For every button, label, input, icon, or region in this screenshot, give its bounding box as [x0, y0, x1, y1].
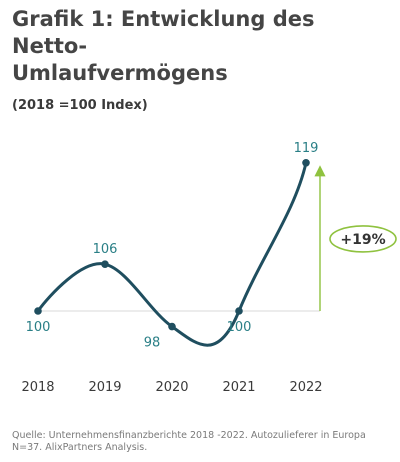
data-point-2021	[235, 307, 243, 315]
growth-badge	[329, 225, 397, 253]
data-label-2020: 98	[144, 336, 161, 351]
chart-subtitle: (2018 =100 Index)	[12, 98, 148, 113]
data-points	[34, 159, 310, 331]
data-point-2018	[34, 307, 42, 315]
data-point-2020	[168, 322, 176, 331]
chart-title-line1: Grafik 1: Entwicklung des Netto-	[12, 7, 315, 58]
data-point-2019	[101, 260, 109, 269]
data-labels: 100 106 98 100 119	[26, 141, 319, 351]
data-point-2022	[302, 159, 310, 167]
data-label-2019: 106	[93, 242, 118, 257]
data-label-2018: 100	[26, 320, 51, 335]
growth-badge-label: +19%	[340, 232, 385, 248]
x-tick-2019: 2019	[88, 380, 121, 395]
source-note: Quelle: Unternehmensfinanzberichte 2018 …	[12, 430, 392, 454]
x-tick-2022: 2022	[289, 380, 322, 395]
x-axis-tick-labels: 2018 2019 2020 2021 2022	[21, 380, 322, 395]
chart-title: Grafik 1: Entwicklung des Netto- Umlaufv…	[12, 6, 392, 87]
x-tick-2020: 2020	[155, 380, 188, 395]
series-line	[36, 161, 308, 347]
source-line2: N=37. AlixPartners Analysis.	[12, 442, 148, 453]
data-label-2022: 119	[294, 141, 319, 156]
x-tick-2018: 2018	[21, 380, 54, 395]
x-tick-2021: 2021	[222, 380, 255, 395]
source-line1: Quelle: Unternehmensfinanzberichte 2018 …	[12, 430, 366, 441]
data-label-2021: 100	[227, 320, 252, 335]
chart-title-line2: Umlaufvermögens	[12, 61, 228, 85]
